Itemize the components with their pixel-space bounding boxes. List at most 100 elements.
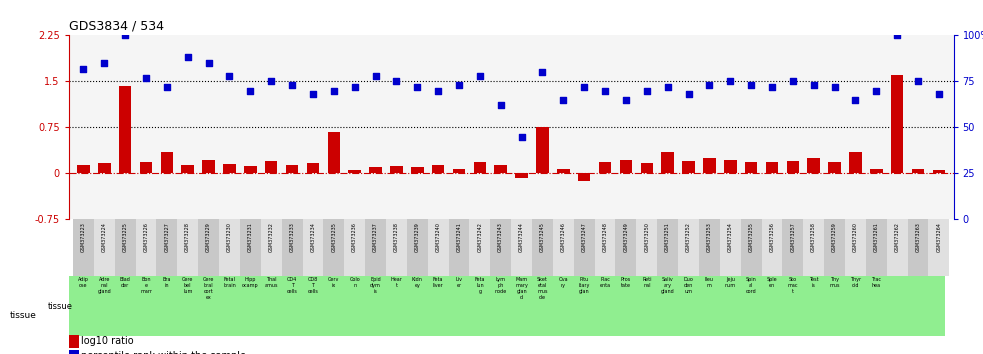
Text: GSM373253: GSM373253 — [707, 222, 712, 252]
Bar — [119, 86, 132, 173]
Text: Cerv
ix: Cerv ix — [328, 277, 339, 288]
Text: GSM373237: GSM373237 — [373, 222, 378, 252]
Point — [96, 60, 112, 66]
Text: Sto
mac
t: Sto mac t — [787, 277, 798, 294]
Point — [660, 84, 675, 90]
Point — [263, 79, 279, 84]
Text: Test
is: Test is — [809, 277, 819, 288]
Point — [764, 84, 780, 90]
Text: Bra
in: Bra in — [162, 277, 171, 288]
Point — [868, 88, 884, 93]
FancyBboxPatch shape — [365, 219, 386, 276]
Text: GSM373257: GSM373257 — [790, 222, 795, 252]
Text: GSM373255: GSM373255 — [749, 222, 754, 252]
Point — [305, 91, 320, 97]
Bar — [202, 160, 215, 173]
Text: GSM373238: GSM373238 — [394, 222, 399, 252]
Text: Adre
nal
gland: Adre nal gland — [97, 277, 111, 294]
Point — [598, 88, 613, 93]
Point — [931, 91, 947, 97]
FancyBboxPatch shape — [699, 219, 720, 276]
FancyBboxPatch shape — [929, 219, 950, 276]
Bar — [891, 75, 903, 173]
FancyBboxPatch shape — [323, 219, 344, 276]
FancyBboxPatch shape — [762, 219, 782, 276]
FancyBboxPatch shape — [658, 219, 678, 276]
FancyBboxPatch shape — [136, 219, 156, 276]
Text: GSM373233: GSM373233 — [290, 222, 295, 252]
Point — [180, 55, 196, 60]
Text: Pitu
itary
glan: Pitu itary glan — [579, 277, 590, 294]
Point — [890, 33, 905, 38]
Point — [117, 33, 133, 38]
FancyBboxPatch shape — [93, 219, 115, 276]
Text: GSM373241: GSM373241 — [456, 222, 461, 252]
FancyBboxPatch shape — [219, 219, 240, 276]
Bar — [578, 173, 591, 181]
Text: GSM373249: GSM373249 — [623, 222, 628, 252]
FancyBboxPatch shape — [615, 219, 636, 276]
Text: tissue: tissue — [10, 310, 36, 320]
Text: GSM373259: GSM373259 — [832, 222, 838, 252]
Bar — [474, 162, 487, 173]
Bar — [745, 162, 757, 173]
Text: GSM373224: GSM373224 — [102, 222, 107, 252]
Text: GSM373245: GSM373245 — [540, 222, 545, 252]
Point — [576, 84, 592, 90]
Bar — [682, 161, 695, 173]
Point — [785, 79, 801, 84]
Text: CD4
T
cells: CD4 T cells — [287, 277, 298, 294]
Bar — [286, 165, 298, 173]
Bar — [327, 132, 340, 173]
Text: GSM373236: GSM373236 — [352, 222, 357, 252]
Point — [347, 84, 363, 90]
Text: Hipp
ocamp: Hipp ocamp — [242, 277, 259, 288]
Text: GSM373228: GSM373228 — [185, 222, 191, 252]
FancyBboxPatch shape — [511, 219, 532, 276]
Text: Epid
dym
is: Epid dym is — [370, 277, 381, 294]
Point — [284, 82, 300, 88]
Point — [806, 82, 822, 88]
FancyBboxPatch shape — [532, 219, 552, 276]
Text: GSM373239: GSM373239 — [415, 222, 420, 252]
Bar — [870, 169, 883, 173]
Bar — [807, 158, 820, 173]
Point — [368, 73, 383, 79]
FancyBboxPatch shape — [740, 219, 762, 276]
Text: GSM373231: GSM373231 — [248, 222, 253, 252]
FancyBboxPatch shape — [845, 219, 866, 276]
Bar — [766, 162, 779, 173]
Text: GSM373251: GSM373251 — [665, 222, 670, 252]
Bar — [536, 127, 549, 173]
Text: Cere
bral
cort
ex: Cere bral cort ex — [202, 277, 214, 300]
Bar — [599, 162, 611, 173]
Bar — [724, 160, 736, 173]
Text: Thy
mus: Thy mus — [830, 277, 839, 288]
Text: Pros
tate: Pros tate — [621, 277, 631, 288]
Bar — [515, 173, 528, 178]
FancyBboxPatch shape — [199, 219, 219, 276]
Bar — [494, 165, 507, 173]
FancyBboxPatch shape — [887, 219, 907, 276]
FancyBboxPatch shape — [303, 219, 323, 276]
Text: Thal
amus: Thal amus — [264, 277, 278, 288]
Text: percentile rank within the sample: percentile rank within the sample — [81, 351, 246, 354]
Text: GSM373264: GSM373264 — [937, 222, 942, 252]
Point — [409, 84, 425, 90]
FancyBboxPatch shape — [69, 276, 946, 336]
FancyBboxPatch shape — [386, 219, 407, 276]
Bar — [69, 335, 79, 348]
Text: Adip
ose: Adip ose — [78, 277, 88, 288]
FancyBboxPatch shape — [907, 219, 929, 276]
Text: Saliv
ary
gland: Saliv ary gland — [661, 277, 674, 294]
Bar — [453, 169, 465, 173]
Point — [492, 103, 508, 108]
Bar — [370, 167, 381, 173]
Text: GSM373262: GSM373262 — [895, 222, 899, 252]
FancyBboxPatch shape — [448, 219, 470, 276]
Text: Blad
der: Blad der — [120, 277, 131, 288]
FancyBboxPatch shape — [407, 219, 428, 276]
Text: GSM373246: GSM373246 — [561, 222, 566, 252]
Bar — [786, 161, 799, 173]
Text: Plac
enta: Plac enta — [600, 277, 610, 288]
